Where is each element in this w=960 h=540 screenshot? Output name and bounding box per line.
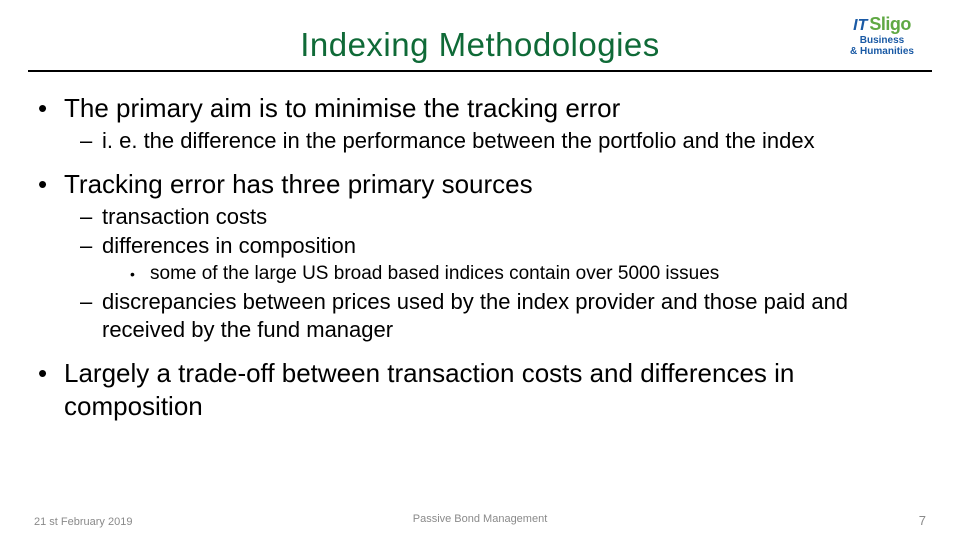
logo-it-text: IT (853, 17, 867, 35)
footer-date: 21 st February 2019 (34, 516, 132, 528)
slide-footer: 21 st February 2019 Passive Bond Managem… (34, 513, 926, 528)
bullet-level1: • The primary aim is to minimise the tra… (34, 92, 926, 125)
bullet-text: some of the large US broad based indices… (150, 262, 926, 287)
bullet-level2: – i. e. the difference in the performanc… (80, 127, 926, 155)
dash-marker: – (80, 127, 102, 155)
dash-marker: – (80, 232, 102, 260)
bullet-text: discrepancies between prices used by the… (102, 288, 926, 343)
dash-marker: – (80, 203, 102, 231)
bullet-level2: – differences in composition (80, 232, 926, 260)
footer-page-number: 7 (919, 513, 926, 528)
logo-subtitle-1: Business (860, 35, 904, 46)
bullet-marker: • (34, 168, 64, 201)
slide-header: Indexing Methodologies IT Sligo Business… (28, 0, 932, 72)
bullet-text: The primary aim is to minimise the track… (64, 92, 926, 125)
dash-marker: – (80, 288, 102, 343)
institution-logo: IT Sligo Business & Humanities (822, 6, 942, 64)
logo-subtitle-2: & Humanities (850, 46, 914, 57)
bullet-text: Tracking error has three primary sources (64, 168, 926, 201)
bullet-text: Largely a trade-off between transaction … (64, 357, 926, 422)
logo-top-row: IT Sligo (853, 14, 911, 35)
bullet-text: differences in composition (102, 232, 926, 260)
slide-body: • The primary aim is to minimise the tra… (0, 72, 960, 422)
logo-sligo-text: Sligo (869, 14, 911, 35)
bullet-marker: • (130, 262, 150, 287)
bullet-level3: • some of the large US broad based indic… (130, 262, 926, 287)
slide-title: Indexing Methodologies (28, 26, 932, 64)
bullet-level2: – discrepancies between prices used by t… (80, 288, 926, 343)
bullet-text: i. e. the difference in the performance … (102, 127, 926, 155)
bullet-level1: • Tracking error has three primary sourc… (34, 168, 926, 201)
bullet-level2: – transaction costs (80, 203, 926, 231)
bullet-marker: • (34, 92, 64, 125)
bullet-level1: • Largely a trade-off between transactio… (34, 357, 926, 422)
bullet-marker: • (34, 357, 64, 422)
bullet-text: transaction costs (102, 203, 926, 231)
footer-title: Passive Bond Management (413, 513, 548, 525)
